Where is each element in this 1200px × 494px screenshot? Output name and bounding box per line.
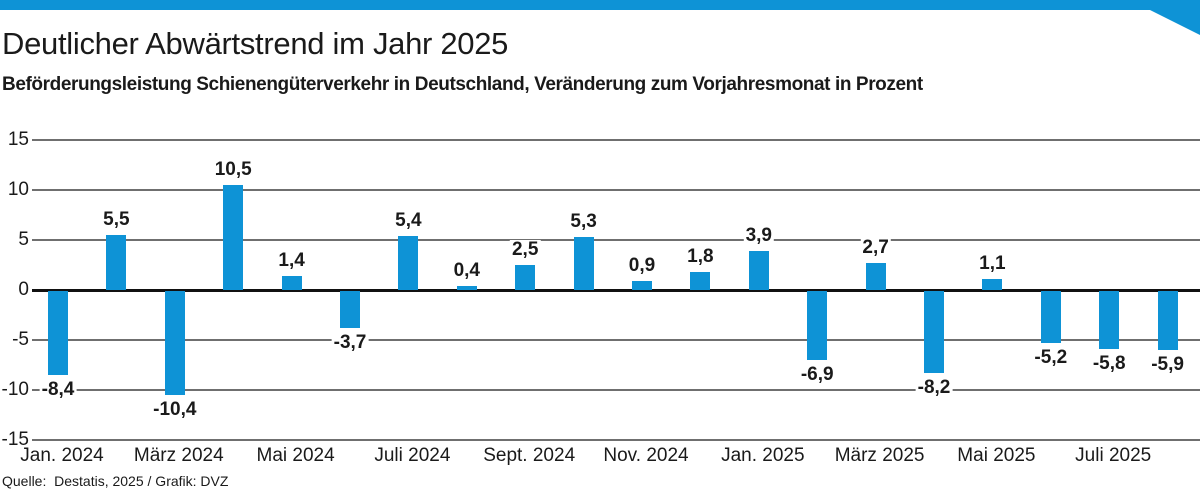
chart-subtitle: Beförderungsleistung Schienengüterverkeh…: [2, 74, 923, 95]
grid-line: [32, 239, 1200, 241]
bar: [48, 291, 68, 375]
ribbon-corner-fold-icon: [0, 0, 1200, 35]
x-axis-tick-label: Jan. 2025: [721, 445, 805, 466]
bar: [398, 236, 419, 290]
bar: [1099, 291, 1120, 349]
bar-value-label: 5,5: [101, 209, 132, 230]
grid-line: [32, 189, 1200, 191]
y-axis-tick-label: 5: [18, 229, 29, 250]
bar-value-label: 1,1: [977, 253, 1008, 274]
bar: [223, 185, 244, 290]
y-axis-tick-label: -5: [12, 329, 29, 350]
y-axis-tick-label: 10: [7, 179, 29, 200]
bar-value-label: -10,4: [151, 399, 199, 420]
y-axis-tick-label: 15: [7, 129, 29, 150]
grid-line: [32, 389, 1200, 391]
y-axis-tick-label: -15: [1, 429, 29, 450]
bar-value-label: 2,5: [509, 239, 541, 260]
bar: [924, 291, 944, 373]
x-axis-tick-label: Mai 2024: [256, 445, 335, 466]
grid-line: [32, 439, 1200, 441]
bar: [515, 265, 536, 290]
bar-value-label: -5,8: [1090, 353, 1128, 374]
bar: [982, 279, 1003, 290]
bar: [690, 272, 711, 290]
bar-value-label: 0,4: [451, 260, 483, 281]
bar-value-label: 2,7: [860, 237, 891, 258]
bar-value-label: 5,4: [393, 210, 424, 231]
x-axis-tick-label: Juli 2025: [1075, 445, 1152, 466]
zero-line: [32, 289, 1200, 292]
bar: [632, 281, 652, 290]
bar-value-label: 0,9: [626, 255, 658, 276]
bar: [748, 251, 769, 290]
bar-value-label: -3,7: [331, 332, 369, 353]
bar-value-label: 5,3: [568, 211, 599, 232]
bar-value-label: 1,8: [685, 246, 716, 267]
bar-value-label: 10,5: [212, 159, 254, 180]
x-axis-tick-label: März 2025: [834, 445, 925, 466]
bar-value-label: -5,2: [1032, 347, 1070, 368]
bar-value-label: -6,9: [798, 364, 836, 385]
bar: [340, 291, 360, 328]
bar: [573, 237, 594, 290]
x-axis-tick-label: März 2024: [133, 445, 224, 466]
y-axis-tick-label: -10: [1, 379, 29, 400]
bar: [1040, 291, 1061, 343]
bar: [865, 263, 886, 290]
bar: [807, 291, 828, 360]
top-ribbon: [0, 0, 1200, 35]
grid-line: [32, 339, 1200, 341]
bar: [106, 235, 127, 290]
grid-line: [32, 139, 1200, 141]
bar: [164, 291, 185, 395]
x-axis-tick-label: Juli 2024: [374, 445, 451, 466]
bar: [456, 286, 477, 290]
bar-value-label: -8,4: [39, 379, 77, 400]
bar-value-label: 3,9: [743, 225, 775, 246]
source-credit: Quelle: Destatis, 2025 / Grafik: DVZ: [2, 473, 229, 489]
x-axis-tick-label: Jan. 2024: [20, 445, 104, 466]
bar-value-label: -5,9: [1149, 354, 1186, 375]
bar-value-label: 1,4: [276, 250, 307, 271]
chart-title: Deutlicher Abwärtstrend im Jahr 2025: [2, 26, 509, 61]
x-axis-tick-label: Mai 2025: [957, 445, 1036, 466]
y-axis-tick-label: 0: [18, 279, 29, 300]
x-axis-tick-label: Nov. 2024: [603, 445, 689, 466]
bar: [281, 276, 302, 290]
x-axis-tick-label: Sept. 2024: [483, 445, 576, 466]
bar-value-label: -8,2: [915, 377, 953, 398]
bar: [1157, 291, 1178, 350]
